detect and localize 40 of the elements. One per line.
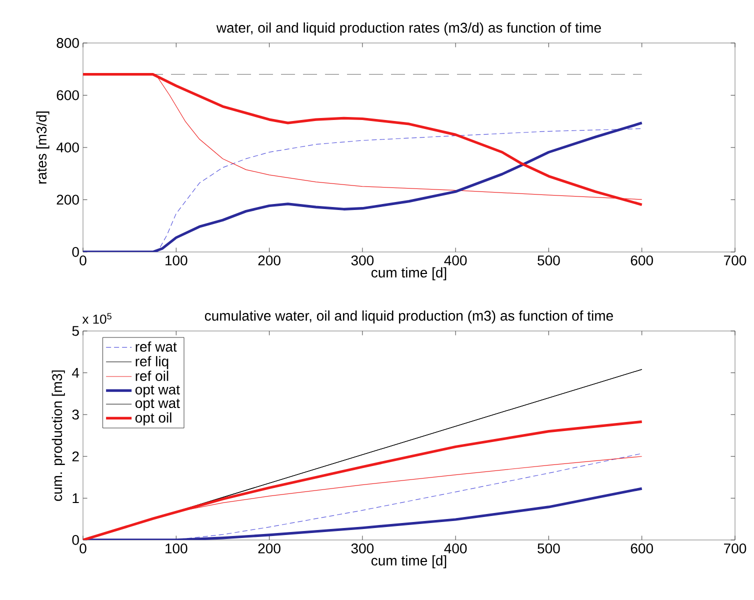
y-tick-label: 200 <box>56 194 79 205</box>
x-tick-label: 100 <box>166 544 188 554</box>
legend-label: ref wat <box>136 341 177 352</box>
x-tick-label: 700 <box>724 255 746 266</box>
x-axis-title: cum time [d] <box>371 555 446 568</box>
x-tick-label: 500 <box>538 255 560 266</box>
y-tick-label: 1 <box>72 493 79 503</box>
legend-label: opt wat <box>135 398 180 411</box>
x-tick-label: 200 <box>258 544 280 554</box>
y-tick-label: 4 <box>72 368 80 378</box>
y-tick-label: 5 <box>72 326 79 336</box>
y-tick-label: 0 <box>72 535 79 545</box>
y-axis-title: cum. production [m3] <box>52 370 65 501</box>
y-tick-label: 800 <box>56 38 79 48</box>
x-tick-label: 0 <box>80 544 86 554</box>
legend-label: opt wat <box>135 385 180 398</box>
x-tick-label: 700 <box>724 544 746 554</box>
legend-label: ref liq <box>136 356 168 370</box>
chart-title: water, oil and liquid production rates (m3/d) as function of time <box>216 22 601 36</box>
y-tick-label: 3 <box>72 410 79 420</box>
y-tick-label: 0 <box>72 247 79 257</box>
x-tick-label: 200 <box>258 255 280 266</box>
x-tick-label: 500 <box>538 544 560 554</box>
chart-title: cumulative water, oil and liquid production (m3) as function of time <box>204 310 613 324</box>
x-axis-title: cum time [d] <box>371 267 446 280</box>
x-tick-label: 600 <box>630 544 653 554</box>
x-tick-label: 400 <box>444 255 467 266</box>
x-tick-label: 100 <box>166 255 188 266</box>
y-axis-title: rates [m3/d] <box>36 112 50 184</box>
y-tick-label: 2 <box>72 451 79 462</box>
x-tick-label: 300 <box>351 544 374 554</box>
legend-label: ref oil <box>136 370 168 381</box>
x-tick-label: 0 <box>80 255 86 266</box>
x-tick-label: 300 <box>351 255 374 266</box>
legend-label: opt oil <box>135 412 172 426</box>
text: x 10$^{5}$ <box>82 313 112 324</box>
y-tick-label: 400 <box>56 142 79 152</box>
x-tick-label: 600 <box>630 255 653 266</box>
x-tick-label: 400 <box>444 544 467 554</box>
y-tick-label: 600 <box>56 90 79 100</box>
